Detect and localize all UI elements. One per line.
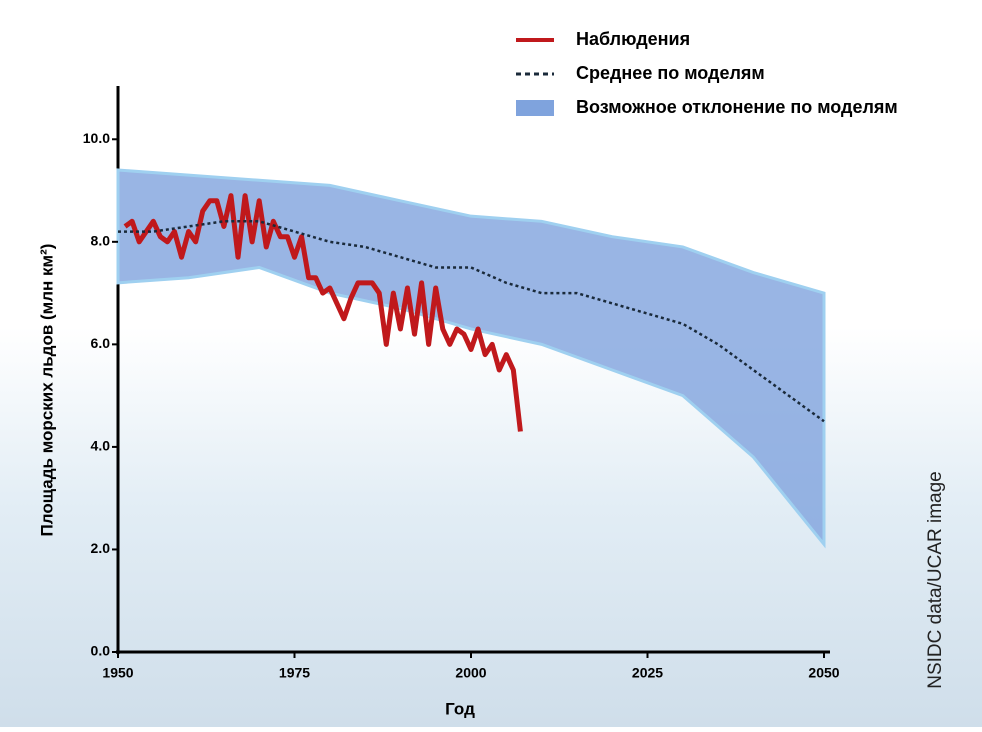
x-tick-label: 1975	[279, 665, 310, 681]
page: Площадь морских льдов (млн км²) Год NSID…	[0, 0, 982, 727]
x-axis-label: Год	[445, 699, 475, 718]
y-tick-label: 4.0	[91, 438, 111, 454]
y-tick-label: 0.0	[91, 643, 111, 659]
y-tick-label: 2.0	[91, 540, 111, 556]
legend-swatch	[516, 100, 554, 116]
chart: Площадь морских льдов (млн км²) Год NSID…	[0, 0, 982, 727]
x-tick-label: 1950	[102, 665, 133, 681]
legend-label: Среднее по моделям	[576, 63, 765, 83]
y-tick-label: 8.0	[91, 233, 111, 249]
y-axis-label: Площадь морских льдов (млн км²)	[37, 244, 56, 537]
x-tick-label: 2000	[455, 665, 486, 681]
y-tick-label: 6.0	[91, 335, 111, 351]
legend-label: Возможное отклонение по моделям	[576, 97, 898, 117]
x-tick-label: 2050	[808, 665, 839, 681]
x-tick-label: 2025	[632, 665, 663, 681]
legend-label: Наблюдения	[576, 29, 690, 49]
credit: NSIDC data/UCAR image	[925, 471, 946, 689]
y-tick-label: 10.0	[83, 130, 110, 146]
